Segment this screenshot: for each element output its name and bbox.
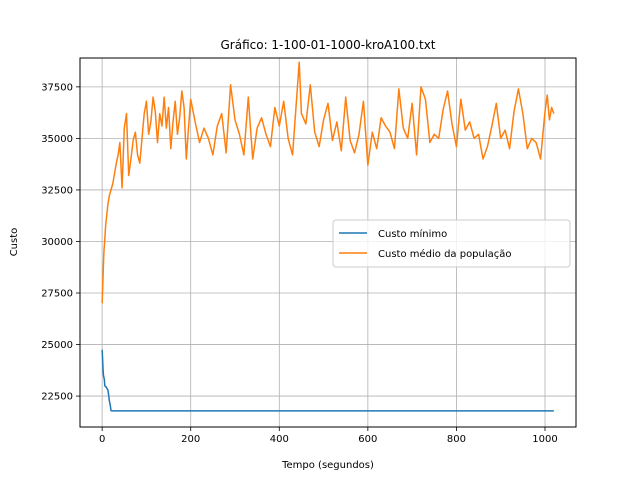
y-tick-label: 25000 [41,340,73,351]
plot-frame [79,57,577,428]
series-line-custo-medio-da-populacao [101,61,555,304]
legend-label: Custo mínimo [378,228,447,240]
y-tick-label: 32500 [41,185,73,196]
y-tick-label: 27500 [41,289,73,300]
x-tick-label: 200 [181,434,200,445]
x-tick-label: 600 [358,434,377,445]
y-tick-label: 30000 [41,237,73,248]
legend-box [332,219,571,268]
series-layer [101,61,555,412]
legend-label: Custo médio da população [378,248,512,260]
series-line-custo-minimo [101,349,554,412]
y-tick-label: 37500 [41,82,73,93]
x-tick-label: 800 [447,434,466,445]
y-tick-label: 22500 [41,392,73,403]
x-tick-label: 0 [99,434,105,445]
axis-ticks: 0 200 400 600 800 1000 22500 25000 27500 30000 325… [41,82,558,445]
x-axis-label: Tempo (segundos) [281,460,374,471]
y-tick-label: 35000 [41,134,73,145]
x-tick-label: 1000 [532,434,557,445]
x-tick-label: 400 [270,434,289,445]
y-axis-label: Custo [9,228,20,257]
chart-title: Gráfico: 1-100-01-1000-kroA100.txt [220,38,435,52]
legend: Custo mínimo Custo médio da população [332,219,571,268]
